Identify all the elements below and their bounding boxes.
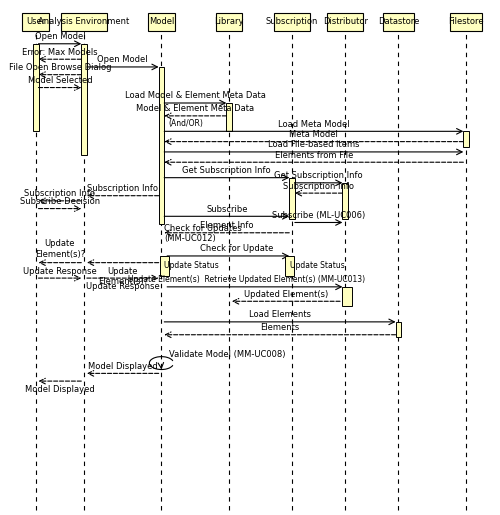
Text: Load File-based items: Load File-based items: [268, 141, 360, 149]
FancyBboxPatch shape: [160, 256, 169, 276]
Text: Open Model: Open Model: [98, 56, 148, 64]
FancyBboxPatch shape: [289, 178, 295, 219]
FancyBboxPatch shape: [81, 44, 87, 154]
Text: Subscribe Decision: Subscribe Decision: [20, 197, 100, 206]
FancyBboxPatch shape: [148, 13, 175, 31]
Text: Elements: Elements: [260, 323, 300, 332]
Text: Model Displayed: Model Displayed: [88, 362, 158, 371]
FancyBboxPatch shape: [342, 183, 348, 219]
Text: Elements from File: Elements from File: [274, 151, 353, 160]
Text: Model & Element Meta Data: Model & Element Meta Data: [136, 105, 254, 113]
FancyBboxPatch shape: [61, 13, 107, 31]
FancyBboxPatch shape: [327, 13, 364, 31]
Text: Load Elements: Load Elements: [249, 311, 311, 319]
FancyBboxPatch shape: [216, 13, 242, 31]
Text: Update Response: Update Response: [86, 282, 160, 291]
Text: Analysis Environment: Analysis Environment: [38, 18, 130, 26]
Text: Updated Element(s): Updated Element(s): [244, 290, 328, 299]
Text: Update Status: Update Status: [164, 261, 219, 270]
Text: Get Subscription Info: Get Subscription Info: [274, 171, 363, 180]
Text: Load Model & Element Meta Data: Load Model & Element Meta Data: [125, 92, 266, 100]
Text: Subscribe: Subscribe: [206, 205, 248, 214]
FancyBboxPatch shape: [22, 13, 49, 31]
FancyBboxPatch shape: [226, 103, 232, 131]
Text: Subscription Info: Subscription Info: [24, 190, 96, 198]
Text: Library: Library: [214, 18, 244, 26]
FancyBboxPatch shape: [450, 13, 482, 31]
Text: Update
Element(s)?: Update Element(s)?: [98, 267, 148, 286]
Text: (And/OR): (And/OR): [168, 119, 203, 128]
FancyBboxPatch shape: [396, 322, 402, 337]
Text: User: User: [26, 18, 46, 26]
Text: Datastore: Datastore: [378, 18, 419, 26]
Text: Model Displayed: Model Displayed: [25, 385, 95, 394]
FancyBboxPatch shape: [382, 13, 414, 31]
Text: Meta Model: Meta Model: [290, 130, 338, 139]
Text: Update
Element(s)?: Update Element(s)?: [35, 239, 85, 259]
Text: Check for Updates
(MM-UC012): Check for Updates (MM-UC012): [164, 224, 242, 243]
Text: Validate Model (MM-UC008): Validate Model (MM-UC008): [168, 350, 285, 359]
Text: Update Response: Update Response: [23, 267, 97, 276]
Text: Filestore: Filestore: [448, 18, 484, 26]
Text: Check for Update: Check for Update: [200, 245, 273, 253]
Text: Subscription: Subscription: [266, 18, 318, 26]
Text: Model Selected: Model Selected: [28, 76, 92, 85]
FancyBboxPatch shape: [33, 44, 38, 131]
Text: Update Element(s)  Retrieve Updated Element(s) (MM-UC013): Update Element(s) Retrieve Updated Eleme…: [128, 275, 364, 284]
Text: Distributor: Distributor: [322, 18, 368, 26]
FancyBboxPatch shape: [158, 67, 164, 224]
Text: Get Subscription Info: Get Subscription Info: [182, 166, 271, 175]
Text: Element Info: Element Info: [200, 221, 254, 230]
FancyBboxPatch shape: [463, 131, 469, 147]
Text: File Open Browse Dialog: File Open Browse Dialog: [8, 63, 111, 72]
Text: Model: Model: [149, 18, 174, 26]
Text: Subscribe (ML-UC006): Subscribe (ML-UC006): [272, 211, 366, 220]
FancyBboxPatch shape: [342, 287, 351, 306]
Text: Update Status: Update Status: [290, 261, 344, 270]
Text: Load Meta Model: Load Meta Model: [278, 120, 349, 129]
FancyBboxPatch shape: [285, 256, 294, 276]
Text: Subscription Info: Subscription Info: [283, 182, 354, 191]
FancyBboxPatch shape: [274, 13, 310, 31]
Text: Open Model: Open Model: [34, 32, 85, 41]
Text: Error: Max Models: Error: Max Models: [22, 48, 98, 57]
Text: Subscription Info: Subscription Info: [88, 184, 158, 193]
